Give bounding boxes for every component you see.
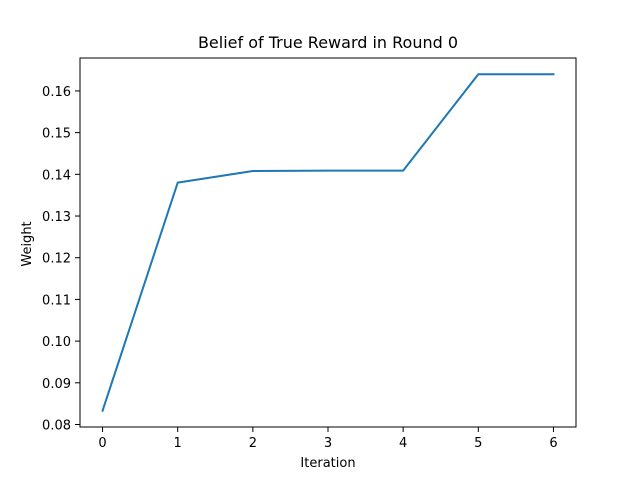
x-tick-label: 5 [474,436,482,451]
y-tick-label: 0.08 [42,418,71,433]
x-tick-label: 6 [549,436,557,451]
chart-title: Belief of True Reward in Round 0 [198,33,458,52]
y-tick-label: 0.10 [42,335,71,350]
y-tick-label: 0.11 [42,293,71,308]
y-tick-label: 0.13 [42,210,71,225]
x-tick-label: 3 [324,436,332,451]
x-tick-label: 1 [174,436,182,451]
y-tick-label: 0.16 [42,85,71,100]
y-axis-label: Weight [20,221,35,266]
x-axis-label: Iteration [300,456,355,471]
series-line [101,73,555,413]
x-tick-label: 0 [98,436,106,451]
x-tick-label: 2 [249,436,257,451]
y-tick-label: 0.12 [42,252,71,267]
y-tick-label: 0.14 [42,168,71,183]
x-tick-label: 4 [399,436,407,451]
y-tick-label: 0.09 [42,377,71,392]
y-tick-label: 0.15 [42,127,71,142]
plot-area: 0 1 2 3 4 5 6 0.08 0.09 0.10 0.11 0.12 0.13 0.14 0.15 0… [42,57,577,451]
